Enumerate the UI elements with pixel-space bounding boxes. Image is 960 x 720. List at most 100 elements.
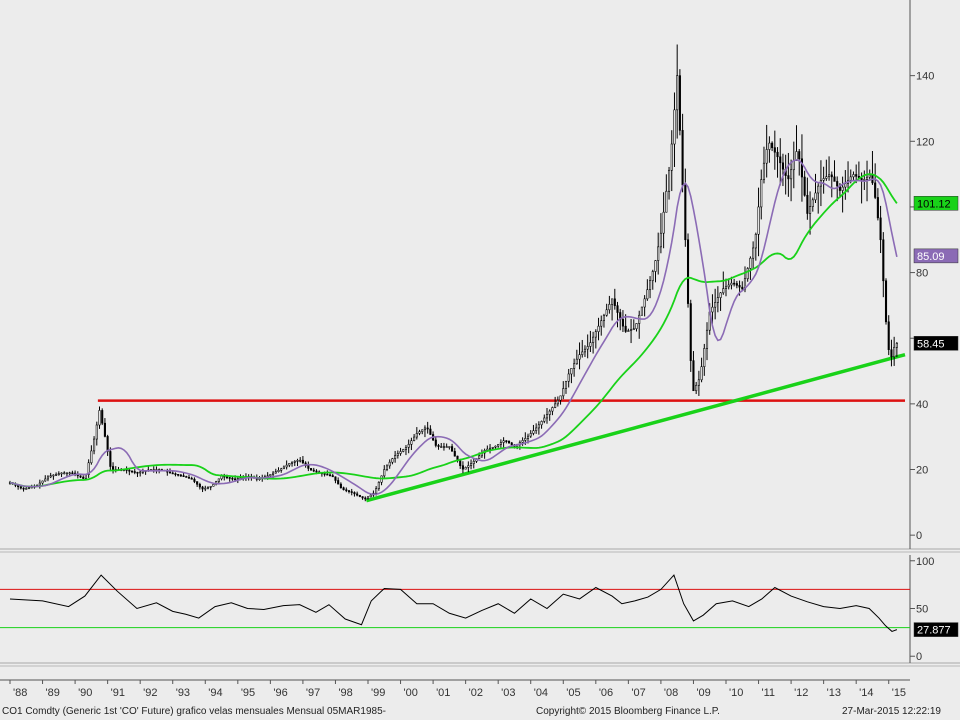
- candle-body: [301, 459, 304, 464]
- candle-body: [55, 473, 58, 476]
- support-trendline: [365, 352, 906, 503]
- candle-body: [285, 464, 288, 468]
- rsi-line: [9, 574, 898, 632]
- candle-body: [426, 427, 429, 430]
- candle-body: [741, 286, 744, 290]
- x-tick-label: '08: [664, 687, 678, 699]
- candle-body: [578, 354, 581, 360]
- candle-body: [524, 438, 527, 441]
- candle-body: [510, 442, 513, 446]
- candle-body: [673, 109, 676, 145]
- candle-body: [882, 239, 885, 282]
- candle-body: [895, 343, 898, 348]
- price-y-axis: 0 20 40 80 120 140: [910, 71, 934, 542]
- candle-body: [27, 487, 31, 489]
- candle-body: [752, 247, 755, 259]
- candle-body: [212, 483, 215, 487]
- candle-body: [448, 446, 451, 448]
- candle-body: [716, 297, 719, 303]
- candle-body: [204, 487, 207, 490]
- candle-body: [323, 473, 326, 475]
- candle-body: [445, 446, 448, 448]
- candle-body: [651, 271, 654, 281]
- x-tick-label: '95: [241, 687, 255, 699]
- candle-body: [269, 474, 272, 477]
- candle-body: [562, 388, 565, 397]
- candle-body: [749, 257, 752, 269]
- candle-body: [635, 323, 638, 330]
- candle-body: [879, 217, 882, 241]
- candle-body: [602, 314, 606, 322]
- candle-body: [57, 473, 60, 475]
- candle-body: [19, 486, 22, 489]
- candle-body: [776, 151, 779, 158]
- candle-body: [893, 346, 896, 358]
- candle-body: [790, 169, 793, 180]
- candle-body: [65, 472, 69, 475]
- candle-body: [377, 481, 380, 489]
- candle-body: [274, 471, 277, 474]
- candle-body: [711, 306, 714, 313]
- candle-body: [231, 477, 234, 480]
- candle-body: [369, 494, 372, 498]
- candle-body: [415, 433, 418, 438]
- candle-body: [863, 179, 866, 181]
- candle-body: [836, 181, 839, 187]
- candle-body: [391, 458, 394, 463]
- candle-body: [841, 186, 844, 191]
- candle-body: [309, 468, 313, 471]
- candle-body: [385, 465, 389, 470]
- candle-body: [353, 492, 356, 495]
- price-y-tick-label: 140: [916, 71, 934, 83]
- x-tick-label: '05: [566, 687, 580, 699]
- candle-body: [803, 176, 806, 196]
- moving-average-fast-line: [9, 158, 898, 496]
- candle-body: [437, 445, 440, 447]
- candle-body: [876, 197, 879, 219]
- candle-body: [402, 449, 405, 452]
- candle-body: [714, 302, 717, 308]
- panel-separator: [0, 548, 960, 667]
- candle-body: [396, 453, 399, 456]
- candle-body: [616, 305, 619, 313]
- candle-body: [293, 461, 296, 463]
- candle-body: [646, 289, 649, 300]
- rsi-y-tick-label: 50: [916, 604, 928, 616]
- candle-body: [225, 476, 229, 479]
- candle-body: [507, 440, 511, 444]
- candle-body: [364, 497, 367, 500]
- candle-body: [103, 422, 106, 437]
- candle-body: [526, 435, 530, 439]
- candle-body: [559, 395, 562, 401]
- price-y-tick-label: 40: [916, 399, 928, 411]
- candle-body: [366, 496, 370, 499]
- x-tick-label: '00: [404, 687, 418, 699]
- candle-body: [350, 491, 353, 493]
- candle-body: [71, 472, 74, 475]
- candle-body: [505, 440, 508, 442]
- candle-body: [825, 176, 828, 179]
- x-tick-label: '93: [176, 687, 190, 699]
- candle-body: [418, 431, 421, 434]
- candle-body: [461, 465, 464, 470]
- candle-body: [296, 460, 299, 462]
- candle-body: [206, 486, 210, 489]
- chart-background: [0, 0, 960, 704]
- candle-body: [388, 461, 391, 467]
- candle-body: [733, 282, 736, 285]
- candle-body: [46, 476, 50, 480]
- candle-body: [830, 174, 833, 178]
- candle-body: [860, 177, 863, 181]
- ma-slow-value: 101.12: [917, 198, 951, 210]
- candle-body: [464, 467, 467, 470]
- price-y-tick-label: 0: [916, 530, 922, 542]
- candle-body: [234, 478, 237, 481]
- price-y-tick-label: 80: [916, 268, 928, 280]
- rsi-badge: 27.877: [913, 622, 959, 637]
- candle-body: [342, 487, 345, 491]
- x-tick-label: '99: [371, 687, 385, 699]
- candle-body: [575, 358, 578, 365]
- candle-body: [79, 475, 82, 478]
- candle-body: [868, 174, 871, 178]
- candle-body: [174, 473, 177, 475]
